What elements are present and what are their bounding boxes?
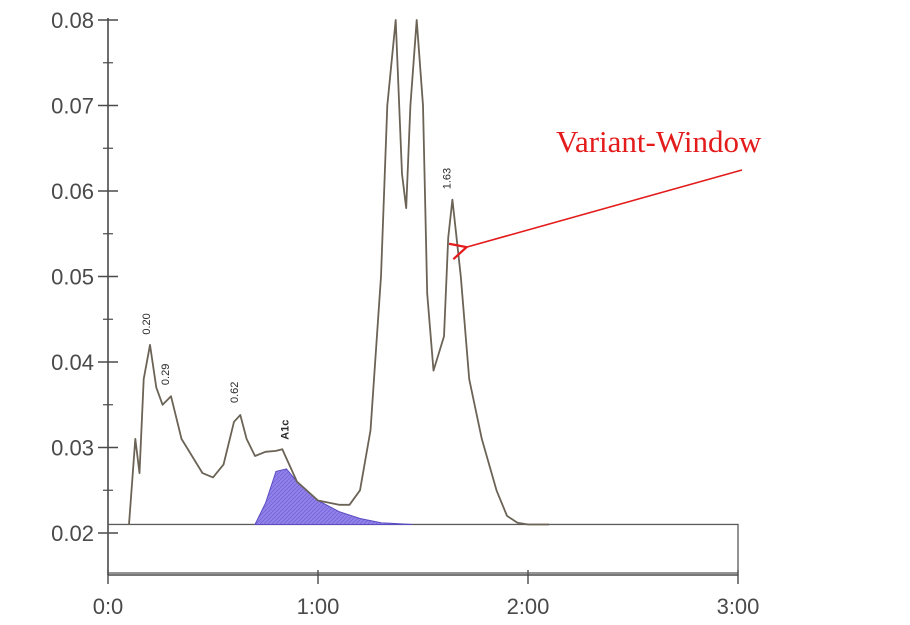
y-tick-label: 0.08	[51, 8, 94, 33]
peak-label: A1c	[280, 420, 292, 440]
chromatogram-trace	[128, 19, 549, 526]
x-tick-label: 1:00	[297, 594, 340, 619]
variant-window-label: Variant-Window	[556, 124, 762, 159]
y-tick-label: 0.02	[51, 521, 94, 546]
axes	[98, 18, 739, 584]
x-tick-label: 3:00	[717, 594, 760, 619]
x-tick-label: 2:00	[507, 594, 550, 619]
x-tick-label: 0:0	[93, 594, 124, 619]
chromatogram-trace-layer	[128, 19, 549, 526]
y-tick-label: 0.05	[51, 265, 94, 290]
peak-label: 0.62	[229, 382, 241, 403]
a1c-shaded-peak-layer	[254, 468, 413, 525]
peak-label: 1.63	[441, 168, 453, 189]
annotation-arrow	[467, 169, 743, 247]
y-tick-label: 0.07	[51, 94, 94, 119]
peak-label: 0.20	[141, 313, 153, 334]
y-tick-label: 0.06	[51, 179, 94, 204]
y-tick-label: 0.03	[51, 436, 94, 461]
peak-labels: 0.20 0.29 0.62 A1c 1.63	[141, 168, 453, 440]
peak-label: 0.29	[160, 364, 172, 385]
tick-labels: 0.02 0.03 0.04 0.05 0.06 0.07 0.08 0:0 1:00 2:00 3…	[51, 8, 759, 619]
variant-window-annotation: Variant-Window	[467, 124, 762, 247]
baseline-rectangle	[107, 523, 739, 574]
y-tick-label: 0.04	[51, 350, 94, 375]
a1c-shaded-area	[254, 468, 413, 525]
baseline-box	[107, 523, 739, 574]
